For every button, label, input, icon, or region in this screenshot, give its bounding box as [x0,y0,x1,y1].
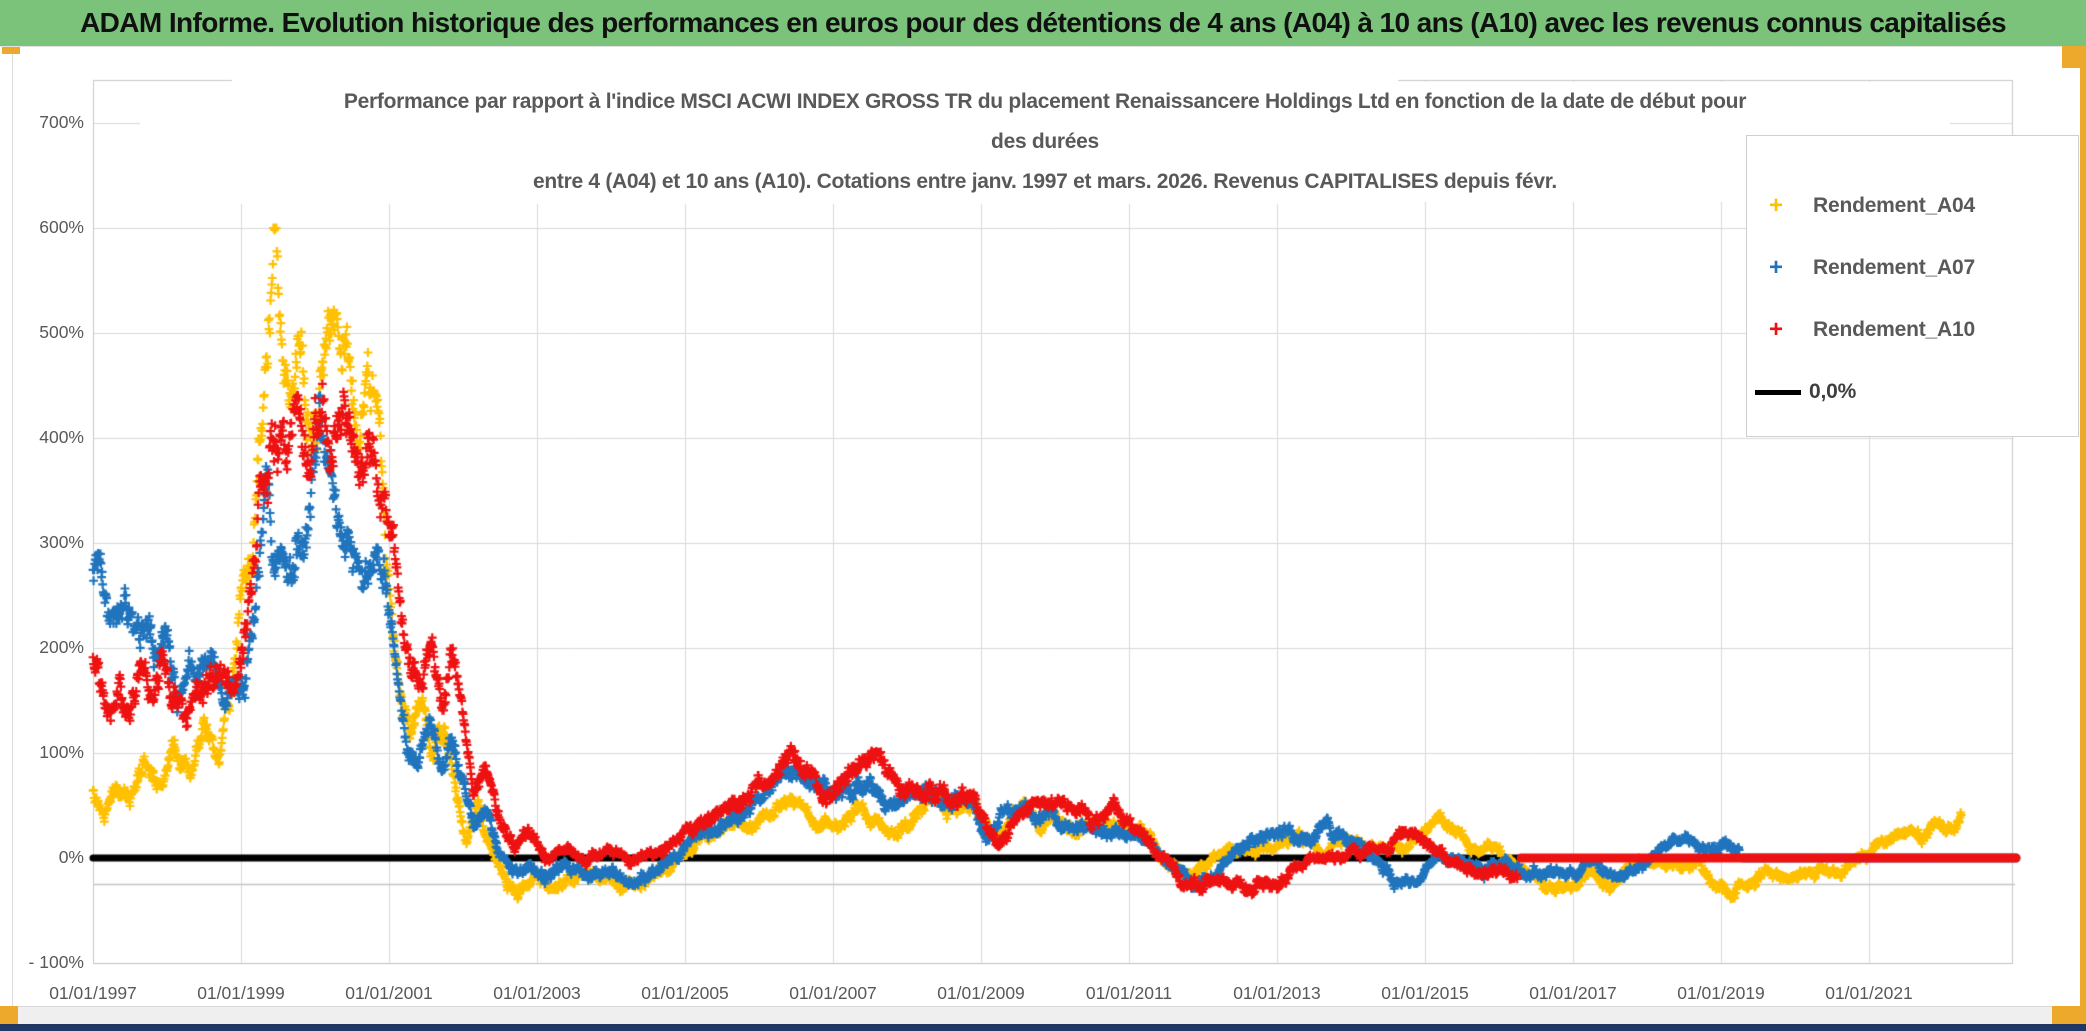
chart-legend[interactable]: + Rendement_A04 + Rendement_A07 + Rendement_A… [1746,135,2079,437]
x-axis-label: 01/01/2009 [937,983,1025,1003]
x-axis-label: 01/01/2001 [345,983,433,1003]
y-axis-label: 300% [39,532,84,552]
y-axis-label: 200% [39,637,84,657]
x-axis-label: 01/01/2015 [1381,983,1469,1003]
x-axis-label: 01/01/1997 [49,983,137,1003]
y-axis-label: 700% [39,112,84,132]
legend-plus-marker: + [1768,316,1783,343]
x-axis-label: 01/01/1999 [197,983,285,1003]
y-axis-label: 400% [39,427,84,447]
x-axis-label: 01/01/2019 [1677,983,1765,1003]
legend-item-Rendement_A04[interactable]: + Rendement_A04 [1747,186,2078,226]
chart-title: Performance par rapport à l'indice MSCI … [140,82,1950,202]
x-axis-label: 01/01/2017 [1529,983,1617,1003]
y-axis-label: 0% [58,847,84,867]
x-axis-label: 01/01/2005 [641,983,729,1003]
y-axis-label: 100% [39,742,84,762]
legend-label: Rendement_A04 [1813,194,1975,217]
x-axis-label: 01/01/2013 [1233,983,1321,1003]
legend-item-Rendement_A07[interactable]: + Rendement_A07 [1747,248,2078,288]
x-axis-label: 01/01/2011 [1085,983,1173,1003]
y-axis-label: 500% [39,322,84,342]
x-axis-label: 01/01/2003 [493,983,581,1003]
legend-label: Rendement_A07 [1813,256,1975,279]
legend-label: Rendement_A10 [1813,318,1975,341]
legend-item-zero-line[interactable]: 0,0% [1747,372,2078,412]
chart-title-line-3: entre 4 (A04) et 10 ans (A10). Cotations… [533,170,1557,193]
y-axis-label: 600% [39,217,84,237]
x-axis-label: 01/01/2021 [1825,983,1913,1003]
legend-label: 0,0% [1809,380,1857,403]
chart-title-line-1: Performance par rapport à l'indice MSCI … [343,90,1747,113]
x-axis-label: 01/01/2007 [789,983,877,1003]
chart-title-line-2: des durées [991,130,1099,153]
legend-plus-marker: + [1768,192,1783,219]
y-axis-label: - 100% [28,952,84,972]
legend-item-Rendement_A10[interactable]: + Rendement_A10 [1747,310,2078,350]
legend-zero-line-swatch [1755,389,1801,395]
legend-plus-marker: + [1768,254,1783,281]
